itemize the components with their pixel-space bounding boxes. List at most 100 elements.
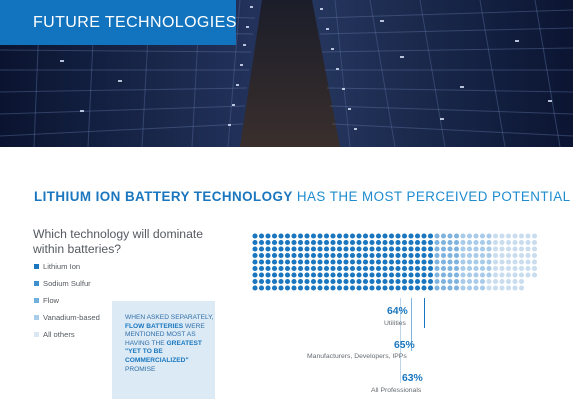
dot	[479, 252, 486, 259]
dot	[505, 272, 512, 278]
callout-line-2: WERE MENTIONED MOST AS HAVING THE	[125, 322, 205, 347]
dot	[447, 246, 453, 252]
dot	[317, 265, 323, 272]
dot	[447, 265, 453, 272]
dot	[531, 265, 538, 272]
dot	[473, 252, 479, 259]
dot	[291, 239, 297, 246]
dot	[401, 265, 408, 272]
dot	[304, 239, 310, 246]
dot	[395, 239, 401, 246]
dot	[271, 259, 278, 265]
dot	[382, 246, 388, 252]
dot	[525, 246, 531, 252]
dot	[343, 233, 349, 239]
dot	[278, 265, 284, 272]
dot	[473, 239, 479, 246]
dot	[479, 278, 486, 285]
callout-box: WHEN ASKED SEPARATELY, FLOW BATTERIES WE…	[112, 301, 215, 399]
dot	[518, 265, 525, 272]
dot	[414, 233, 421, 239]
legend-swatch	[34, 315, 39, 320]
dot	[382, 252, 388, 259]
dot	[499, 265, 505, 272]
dot	[356, 278, 362, 285]
dot	[258, 259, 265, 265]
legend-item-all-others: All others	[34, 330, 75, 339]
dot	[356, 239, 362, 246]
dot	[349, 233, 356, 239]
dot	[453, 278, 460, 285]
dot	[518, 285, 525, 291]
dot	[460, 233, 466, 239]
dot	[317, 278, 323, 285]
dot	[512, 252, 518, 259]
dot	[382, 259, 388, 265]
legend-label: Lithium Ion	[43, 262, 81, 271]
dot	[440, 233, 447, 239]
dot	[388, 278, 395, 285]
dot	[492, 278, 499, 285]
dot	[323, 259, 330, 265]
dot	[466, 259, 473, 265]
dot	[323, 285, 330, 291]
dot	[395, 252, 401, 259]
dot	[291, 278, 297, 285]
dot	[375, 265, 382, 272]
dot	[518, 278, 525, 285]
dot	[421, 259, 427, 265]
dot	[323, 239, 330, 246]
dot	[323, 278, 330, 285]
dot	[349, 265, 356, 272]
dot	[479, 265, 486, 272]
dot	[304, 233, 310, 239]
dot	[499, 278, 505, 285]
dot	[356, 265, 362, 272]
dot	[525, 252, 531, 259]
dot	[395, 272, 401, 278]
dot	[447, 233, 453, 239]
dot	[252, 272, 258, 278]
dot	[518, 259, 525, 265]
dot	[408, 272, 414, 278]
dot	[447, 252, 453, 259]
dot	[434, 246, 440, 252]
dot	[310, 246, 317, 252]
stat-utilities-label: Utilities	[384, 320, 406, 327]
dot	[284, 246, 291, 252]
dot	[466, 278, 473, 285]
dot	[310, 259, 317, 265]
dot	[512, 285, 518, 291]
dot	[531, 246, 538, 252]
dot	[369, 285, 375, 291]
dot	[278, 272, 284, 278]
dot	[369, 272, 375, 278]
dot	[408, 252, 414, 259]
dot	[395, 265, 401, 272]
callout-bold-2: GREATEST "YET TO BE COMMERCIALIZED"	[125, 339, 202, 364]
dot	[258, 285, 265, 291]
dot	[512, 265, 518, 272]
dot	[284, 285, 291, 291]
dot	[479, 259, 486, 265]
legend-swatch	[34, 332, 39, 337]
dot	[265, 246, 271, 252]
dot	[427, 272, 434, 278]
dot	[317, 259, 323, 265]
dot	[265, 239, 271, 246]
dot	[252, 259, 258, 265]
dot	[336, 246, 343, 252]
dot	[486, 233, 492, 239]
dot	[499, 233, 505, 239]
dot	[284, 233, 291, 239]
dot	[460, 285, 466, 291]
legend-label: Vanadium-based	[43, 313, 100, 322]
dot	[343, 259, 349, 265]
dot	[375, 285, 382, 291]
dot	[349, 272, 356, 278]
dot	[369, 278, 375, 285]
dot	[492, 265, 499, 272]
dot	[395, 233, 401, 239]
dot	[349, 285, 356, 291]
dot	[369, 246, 375, 252]
